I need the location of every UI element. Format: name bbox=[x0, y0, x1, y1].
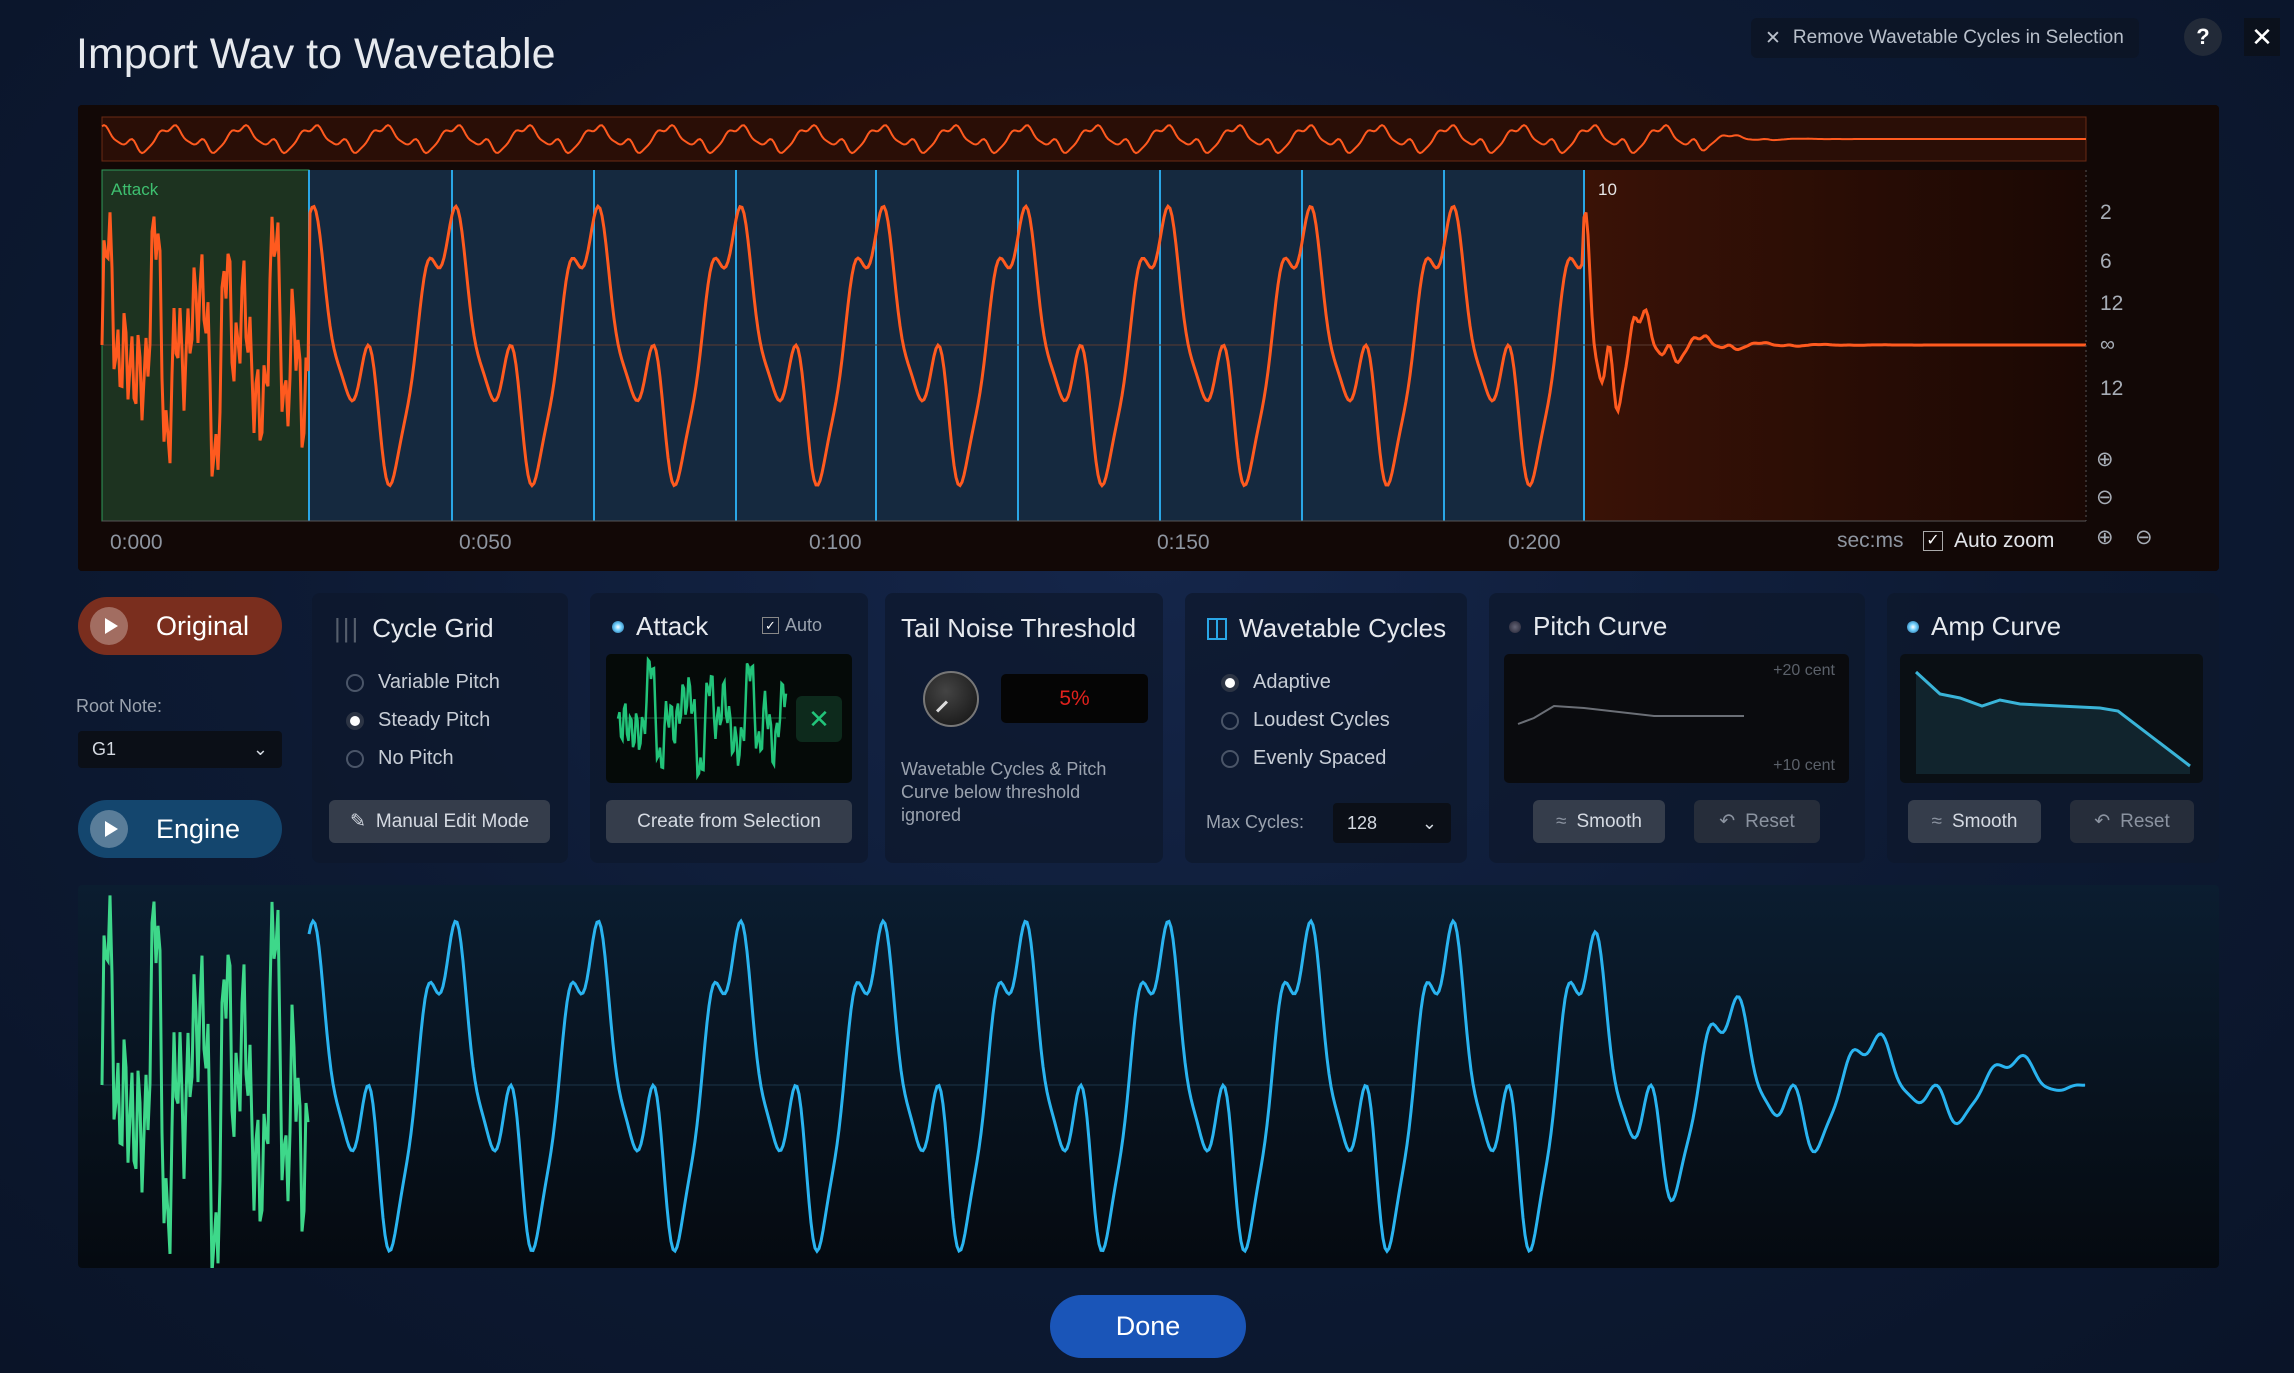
zoom-out-horizontal-icon[interactable]: ⊖ bbox=[2135, 526, 2153, 549]
time-tick: 0:150 bbox=[1157, 531, 1210, 554]
max-cycles-select[interactable]: 128 ⌄ bbox=[1333, 803, 1451, 843]
amp-curve-title: Amp Curve bbox=[1931, 611, 2062, 641]
wavetable-cycles-title: Wavetable Cycles bbox=[1239, 613, 1447, 643]
x-icon: ✕ bbox=[1765, 27, 1781, 49]
manual-edit-mode-button[interactable]: ✎ Manual Edit Mode bbox=[329, 800, 550, 843]
grid-icon: ||| bbox=[334, 613, 361, 643]
zoom-out-vertical-icon[interactable]: ⊖ bbox=[2096, 486, 2114, 509]
engine-label: Engine bbox=[156, 813, 241, 844]
attack-preview: ✕ bbox=[606, 654, 852, 783]
play-icon bbox=[90, 607, 128, 645]
amp-scale-label: 12 bbox=[2100, 377, 2124, 400]
page-title: Import Wav to Wavetable bbox=[76, 30, 556, 78]
tail-noise-title: Tail Noise Threshold bbox=[901, 613, 1137, 643]
close-button[interactable]: ✕ bbox=[2244, 18, 2280, 56]
source-waveform[interactable] bbox=[78, 105, 2219, 571]
threshold-knob[interactable] bbox=[923, 671, 979, 727]
root-note-select[interactable]: G1 ⌄ bbox=[78, 731, 282, 768]
amp-curve-panel: Amp Curve ≈ Smooth ↶ Reset bbox=[1887, 593, 2219, 863]
amp-smooth-button[interactable]: ≈ Smooth bbox=[1908, 800, 2041, 843]
tail-noise-panel: Tail Noise Threshold 5% Wavetable Cycles… bbox=[885, 593, 1163, 863]
cycle-grid-title: Cycle Grid bbox=[372, 613, 494, 643]
radio-steady-pitch[interactable]: Steady Pitch bbox=[346, 709, 490, 732]
pitch-curve-panel: Pitch Curve +20 cent +10 cent ≈ Smooth ↶ R… bbox=[1489, 593, 1865, 863]
amp-reset-button[interactable]: ↶ Reset bbox=[2070, 800, 2194, 843]
overview-waveform-line bbox=[101, 123, 2086, 155]
original-label: Original bbox=[156, 610, 250, 641]
attack-waveform-line bbox=[616, 656, 788, 781]
radio-no-pitch[interactable]: No Pitch bbox=[346, 747, 454, 770]
max-cycles-label: Max Cycles: bbox=[1206, 812, 1305, 832]
radio-evenly-spaced[interactable]: Evenly Spaced bbox=[1221, 747, 1386, 770]
waveform-line bbox=[100, 203, 2086, 488]
pitch-top-label: +20 cent bbox=[1773, 662, 1835, 679]
undo-icon: ↶ bbox=[2094, 811, 2111, 832]
amp-scale-label: 12 bbox=[2100, 292, 2124, 315]
radio-loudest-cycles[interactable]: Loudest Cycles bbox=[1221, 709, 1390, 732]
attack-label: Attack bbox=[111, 180, 159, 199]
time-tick: 0:000 bbox=[110, 531, 163, 554]
play-engine-button[interactable]: Engine bbox=[78, 800, 282, 858]
undo-icon: ↶ bbox=[1719, 811, 1736, 832]
source-waveform-panel[interactable]: Attack 10 0:000 0:050 0:100 0:150 0:200 … bbox=[78, 105, 2219, 571]
output-attack-line bbox=[100, 895, 310, 1268]
clear-attack-button[interactable]: ✕ bbox=[796, 696, 842, 742]
attack-enable-led[interactable] bbox=[612, 620, 624, 633]
radio-adaptive[interactable]: Adaptive bbox=[1221, 671, 1331, 694]
create-from-selection-button[interactable]: Create from Selection bbox=[606, 800, 852, 843]
pitch-curve-graph[interactable]: +20 cent +10 cent bbox=[1504, 654, 1849, 783]
time-tick: 0:100 bbox=[809, 531, 862, 554]
radio-variable-pitch[interactable]: Variable Pitch bbox=[346, 671, 500, 694]
threshold-description: Wavetable Cycles & Pitch Curve below thr… bbox=[901, 759, 1107, 825]
remove-cycles-label: Remove Wavetable Cycles in Selection bbox=[1792, 27, 2124, 48]
done-button[interactable]: Done bbox=[1050, 1295, 1246, 1358]
threshold-value[interactable]: 5% bbox=[1001, 674, 1148, 723]
time-tick: 0:200 bbox=[1508, 531, 1561, 554]
pitch-curve-enable-led[interactable] bbox=[1509, 620, 1521, 633]
columns-icon bbox=[1207, 617, 1227, 640]
pitch-smooth-button[interactable]: ≈ Smooth bbox=[1533, 800, 1665, 843]
amp-scale-label: 6 bbox=[2100, 250, 2112, 273]
smooth-icon: ≈ bbox=[1931, 810, 1942, 832]
pencil-icon: ✎ bbox=[349, 811, 366, 832]
cycle-count-label: 10 bbox=[1598, 180, 1617, 199]
remove-cycles-button[interactable]: ✕ Remove Wavetable Cycles in Selection bbox=[1751, 18, 2139, 58]
output-waveform-line bbox=[307, 918, 2086, 1254]
attack-panel: Attack ✓ Auto ✕ Create from Selection bbox=[590, 593, 868, 863]
pitch-curve-title: Pitch Curve bbox=[1533, 611, 1668, 641]
amp-scale-label: 2 bbox=[2100, 201, 2112, 224]
wavetable-cycles-panel: Wavetable Cycles Adaptive Loudest Cycles… bbox=[1185, 593, 1467, 863]
amp-curve-graph[interactable] bbox=[1900, 654, 2203, 783]
help-button[interactable]: ? bbox=[2184, 18, 2222, 56]
amp-scale-label: ∞ bbox=[2100, 333, 2115, 356]
root-note-value: G1 bbox=[92, 739, 117, 759]
pitch-reset-button[interactable]: ↶ Reset bbox=[1694, 800, 1820, 843]
play-icon bbox=[90, 810, 128, 848]
output-waveform-panel bbox=[78, 885, 2219, 1268]
attack-auto-checkbox[interactable]: ✓ Auto bbox=[762, 615, 822, 636]
chevron-down-icon: ⌄ bbox=[252, 739, 268, 759]
play-original-button[interactable]: Original bbox=[78, 597, 282, 655]
zoom-in-horizontal-icon[interactable]: ⊕ bbox=[2096, 526, 2114, 549]
time-tick: 0:050 bbox=[459, 531, 512, 554]
auto-zoom-checkbox[interactable]: ✓ bbox=[1923, 531, 1943, 551]
close-icon: ✕ bbox=[2251, 21, 2273, 52]
amp-curve-enable-led[interactable] bbox=[1907, 620, 1919, 633]
smooth-icon: ≈ bbox=[1556, 810, 1567, 832]
units-label: sec:ms bbox=[1837, 529, 1904, 552]
amp-curve-line bbox=[1914, 670, 2191, 768]
zoom-in-vertical-icon[interactable]: ⊕ bbox=[2096, 448, 2114, 471]
output-waveform bbox=[100, 895, 2086, 1268]
chevron-down-icon: ⌄ bbox=[1421, 812, 1437, 833]
cycle-grid-panel: ||| Cycle Grid Variable Pitch Steady Pitc… bbox=[312, 593, 568, 863]
pitch-bottom-label: +10 cent bbox=[1773, 757, 1835, 774]
pitch-curve-line bbox=[1517, 704, 1744, 725]
root-note-label: Root Note: bbox=[76, 696, 163, 716]
attack-title: Attack bbox=[636, 611, 709, 641]
auto-zoom-label: Auto zoom bbox=[1954, 529, 2055, 552]
